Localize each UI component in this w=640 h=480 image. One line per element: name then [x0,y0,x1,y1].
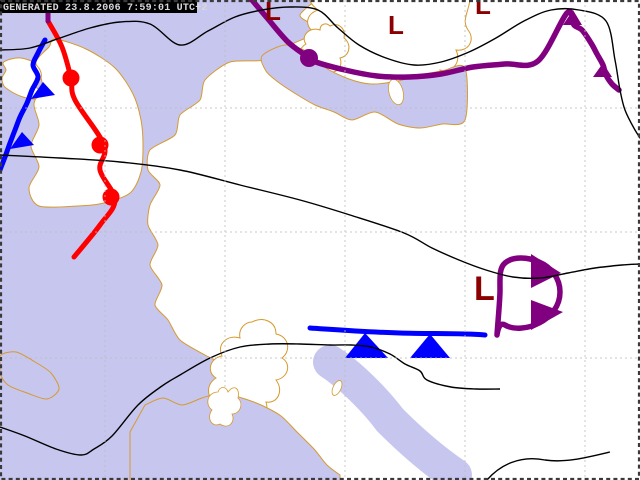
svg-text:GENERATED 23.8.2006 7:59:01 UT: GENERATED 23.8.2006 7:59:01 UTC+2 [3,3,208,14]
svg-text:L: L [474,270,495,308]
svg-text:L: L [388,10,404,40]
svg-text:L: L [265,0,281,26]
svg-text:L: L [475,0,491,20]
